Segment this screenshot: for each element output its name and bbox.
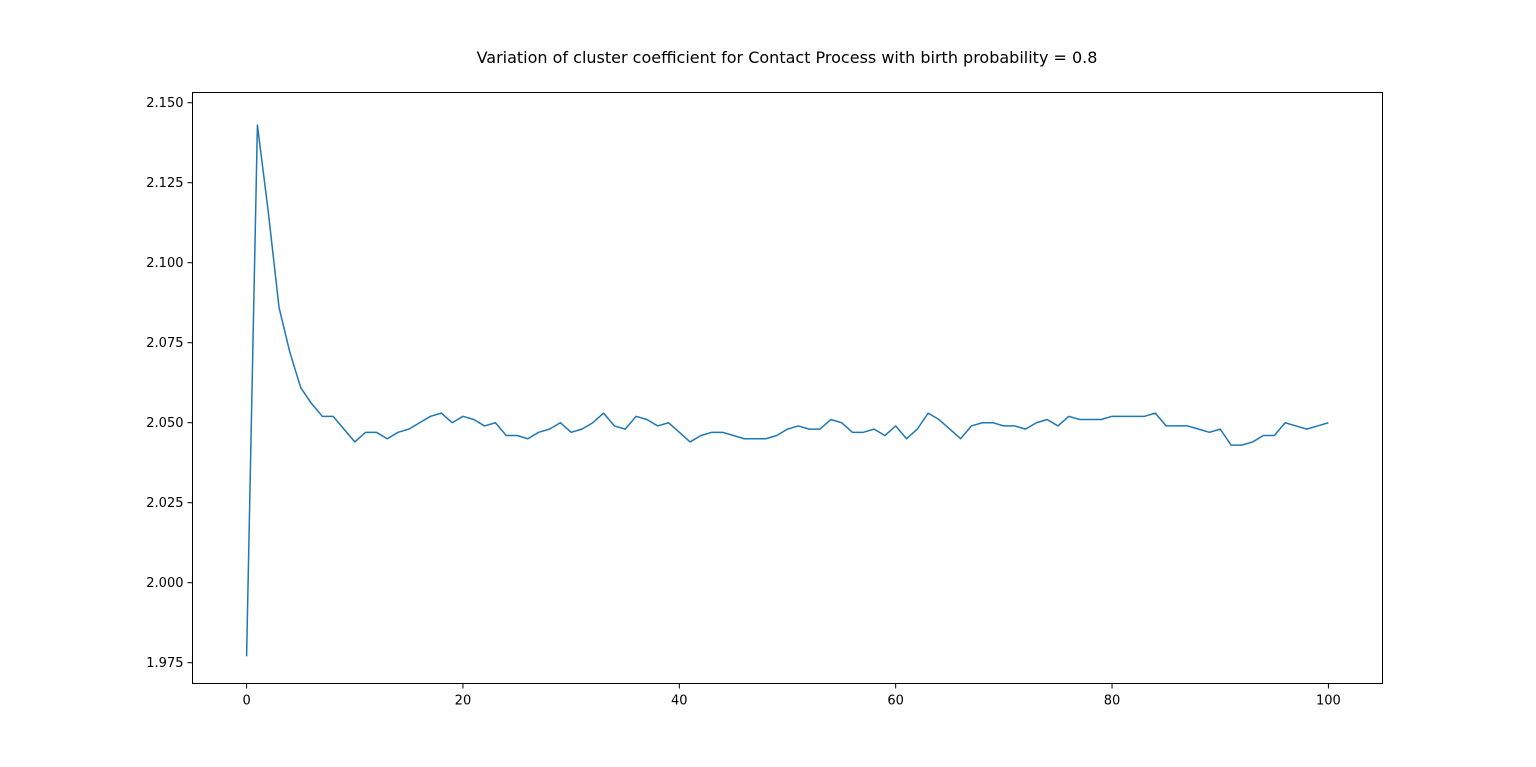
x-tick-label: 40 [671, 694, 688, 709]
y-tick-label: 2.000 [146, 576, 183, 591]
chart-title: Variation of cluster coefficient for Con… [477, 48, 1098, 67]
series-layer [245, 124, 1329, 657]
x-tick-label: 20 [455, 694, 472, 709]
x-tick-label: 60 [887, 694, 904, 709]
y-tick-label: 2.100 [146, 256, 183, 271]
y-tick-label: 1.975 [146, 656, 183, 671]
plot-frame [192, 92, 1383, 684]
y-tick-label: 2.150 [146, 96, 183, 111]
x-axis: 0 20 40 60 80 100 [242, 683, 1341, 709]
x-tick-label: 80 [1104, 694, 1121, 709]
y-tick-label: 2.125 [146, 176, 183, 191]
x-tick-label: 0 [242, 694, 250, 709]
y-tick-label: 2.025 [146, 496, 183, 511]
y-tick-label: 2.075 [146, 336, 183, 351]
y-axis: 1.975 2.000 2.025 2.050 2.075 2.100 2.125 2.150 [146, 96, 193, 671]
y-tick-label: 2.050 [146, 416, 183, 431]
series-line-0 [245, 124, 1329, 657]
x-tick-label: 100 [1316, 694, 1341, 709]
